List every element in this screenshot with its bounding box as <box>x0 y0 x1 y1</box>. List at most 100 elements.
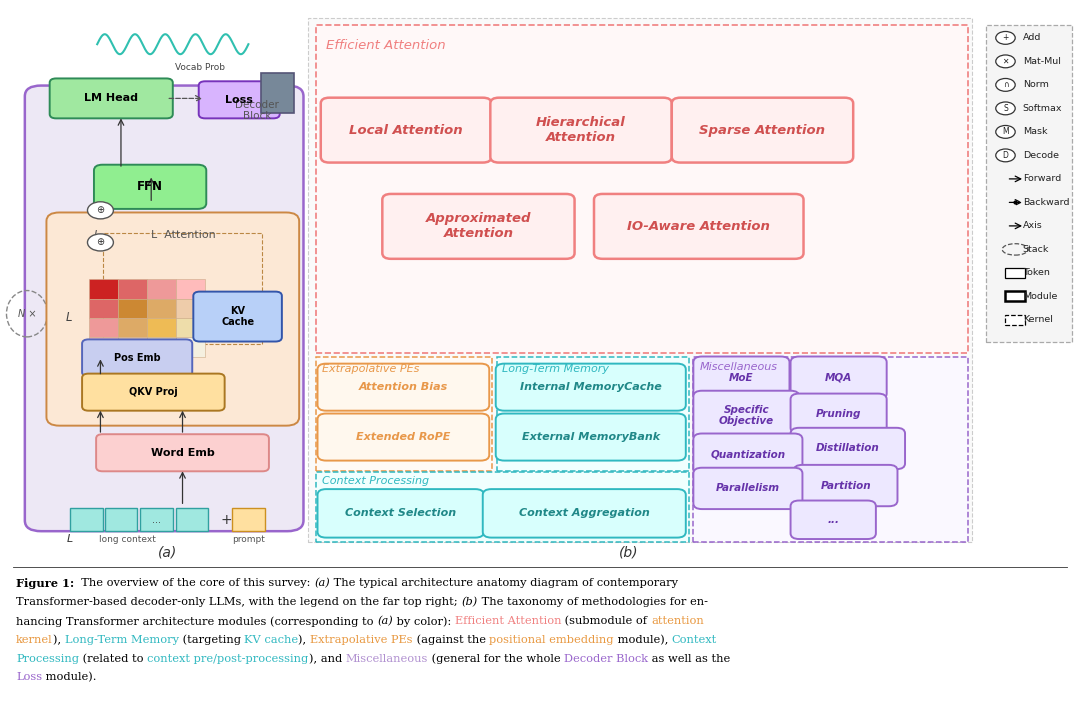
Text: Transformer-based decoder-only LLMs, with the legend on the far top right;: Transformer-based decoder-only LLMs, wit… <box>16 597 461 607</box>
FancyBboxPatch shape <box>594 194 804 259</box>
Text: (against the: (against the <box>413 635 489 645</box>
Bar <box>176 318 205 337</box>
Text: (a): (a) <box>158 545 177 560</box>
Text: L: L <box>67 534 73 544</box>
Text: Decoder
Block: Decoder Block <box>234 100 279 121</box>
FancyBboxPatch shape <box>318 364 489 411</box>
Text: attention: attention <box>651 616 704 626</box>
Text: context pre/post-processing: context pre/post-processing <box>147 654 309 664</box>
Text: long context: long context <box>99 535 156 543</box>
Bar <box>1005 268 1025 278</box>
FancyBboxPatch shape <box>193 292 282 342</box>
Bar <box>176 508 208 531</box>
Text: Parallelism: Parallelism <box>716 483 780 493</box>
Text: Efficient Attention: Efficient Attention <box>455 616 562 626</box>
Text: Local Attention: Local Attention <box>349 123 463 137</box>
Circle shape <box>996 149 1015 162</box>
Bar <box>89 279 118 299</box>
Text: +: + <box>221 513 232 527</box>
Text: Extrapolative PEs: Extrapolative PEs <box>322 364 419 374</box>
Text: Figure 1:: Figure 1: <box>16 578 75 588</box>
Text: Norm: Norm <box>1023 81 1049 89</box>
Text: Internal MemoryCache: Internal MemoryCache <box>519 382 662 392</box>
Text: MoE: MoE <box>729 373 754 383</box>
FancyBboxPatch shape <box>318 489 484 538</box>
Text: ⊕: ⊕ <box>96 205 105 215</box>
Text: Distillation: Distillation <box>815 443 880 453</box>
FancyBboxPatch shape <box>794 465 897 506</box>
Bar <box>176 337 205 356</box>
Text: as well as the: as well as the <box>648 654 730 664</box>
Text: Context Aggregation: Context Aggregation <box>518 508 650 518</box>
Text: Partition: Partition <box>821 481 870 491</box>
FancyBboxPatch shape <box>497 356 689 471</box>
FancyBboxPatch shape <box>308 18 972 542</box>
Text: Axis: Axis <box>1023 222 1042 230</box>
Text: S: S <box>1003 104 1008 113</box>
Text: Context: Context <box>672 635 717 645</box>
Text: Miscellaneous: Miscellaneous <box>700 362 778 372</box>
Bar <box>176 299 205 318</box>
Text: Quantization: Quantization <box>711 449 785 459</box>
Text: Vocab Prob: Vocab Prob <box>175 63 225 72</box>
Text: hancing Transformer architecture modules (corresponding to: hancing Transformer architecture modules… <box>16 616 377 627</box>
Text: QKV Proj: QKV Proj <box>129 387 178 397</box>
Text: Decoder Block: Decoder Block <box>564 654 648 664</box>
FancyBboxPatch shape <box>96 434 269 471</box>
Bar <box>118 279 147 299</box>
Text: N ×: N × <box>17 309 37 319</box>
Text: ),: ), <box>298 635 310 645</box>
Text: D: D <box>1002 151 1009 160</box>
Text: FFN: FFN <box>137 180 163 193</box>
Text: ✕: ✕ <box>1002 57 1009 66</box>
Text: Extrapolative PEs: Extrapolative PEs <box>310 635 413 645</box>
FancyBboxPatch shape <box>490 98 672 163</box>
Bar <box>89 318 118 337</box>
Circle shape <box>996 78 1015 91</box>
Bar <box>89 337 118 356</box>
Text: (targeting: (targeting <box>178 635 244 645</box>
FancyBboxPatch shape <box>316 356 492 471</box>
Text: Long-Term Memory: Long-Term Memory <box>502 364 609 374</box>
Text: (b): (b) <box>461 597 477 607</box>
FancyBboxPatch shape <box>496 364 686 411</box>
Text: module),: module), <box>613 635 672 645</box>
FancyBboxPatch shape <box>199 81 280 118</box>
Circle shape <box>996 31 1015 44</box>
Text: Module: Module <box>1023 292 1057 301</box>
Text: Decode: Decode <box>1023 151 1058 160</box>
Text: Sparse Attention: Sparse Attention <box>700 123 825 137</box>
FancyBboxPatch shape <box>94 165 206 209</box>
Text: Word Emb: Word Emb <box>150 448 215 458</box>
Bar <box>1005 292 1025 302</box>
Bar <box>105 508 137 531</box>
Text: Long-Term Memory: Long-Term Memory <box>65 635 178 645</box>
Text: (general for the whole: (general for the whole <box>428 654 564 665</box>
Text: KV cache: KV cache <box>244 635 298 645</box>
Text: ∩: ∩ <box>1002 81 1009 89</box>
Bar <box>140 508 173 531</box>
Text: MQA: MQA <box>825 373 852 383</box>
Text: Mask: Mask <box>1023 128 1048 136</box>
Text: Context Processing: Context Processing <box>322 476 429 486</box>
Text: (a): (a) <box>377 616 393 626</box>
Circle shape <box>996 102 1015 115</box>
Text: The taxonomy of methodologies for en-: The taxonomy of methodologies for en- <box>477 597 707 607</box>
Text: (a): (a) <box>314 578 330 588</box>
FancyBboxPatch shape <box>791 428 905 469</box>
FancyBboxPatch shape <box>791 501 876 539</box>
Text: External MemoryBank: External MemoryBank <box>522 432 660 442</box>
Bar <box>232 508 265 531</box>
FancyBboxPatch shape <box>50 78 173 118</box>
FancyBboxPatch shape <box>46 212 299 426</box>
Text: +: + <box>1002 34 1009 42</box>
Text: Add: Add <box>1023 34 1041 42</box>
Text: M: M <box>1002 128 1009 136</box>
Text: (b): (b) <box>619 545 638 560</box>
Text: Stack: Stack <box>1023 245 1049 254</box>
Text: (submodule of: (submodule of <box>562 616 651 626</box>
FancyBboxPatch shape <box>316 25 968 353</box>
Text: Mat-Mul: Mat-Mul <box>1023 57 1061 66</box>
FancyBboxPatch shape <box>82 374 225 411</box>
FancyBboxPatch shape <box>791 394 887 434</box>
